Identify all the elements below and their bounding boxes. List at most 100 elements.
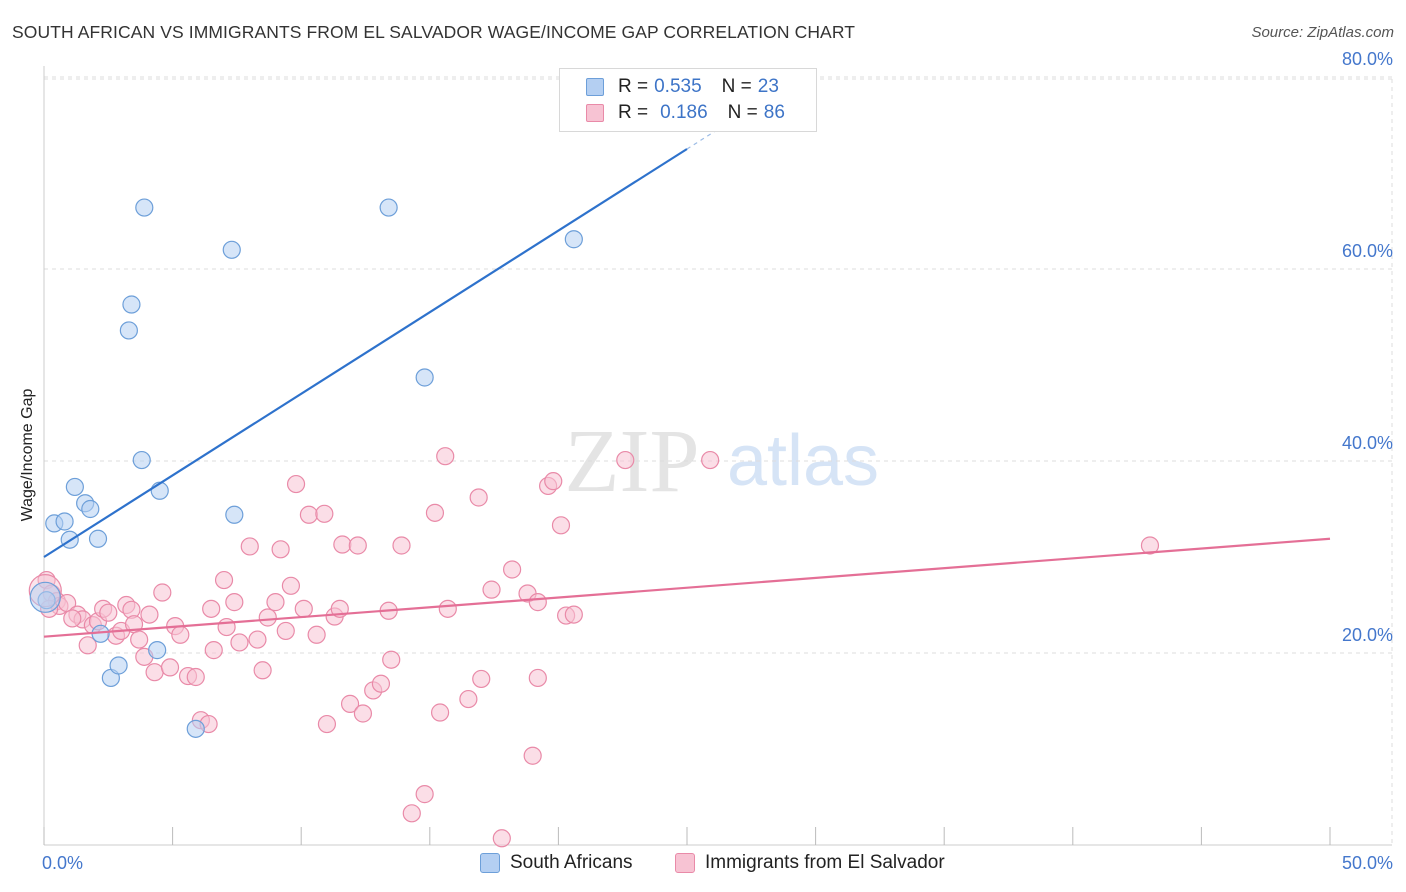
- south-african-point: [564, 230, 583, 249]
- el-salvador-point: [248, 630, 267, 649]
- el-salvador-point: [402, 804, 421, 823]
- south-african-point: [415, 368, 434, 387]
- el-salvador-point: [371, 674, 391, 693]
- south-african-point: [55, 512, 74, 531]
- legend-n-value: 23: [757, 76, 779, 97]
- el-salvador-point: [353, 704, 373, 723]
- legend-swatch-pink: [586, 104, 604, 122]
- el-salvador-point: [145, 663, 164, 682]
- el-salvador-trend-line: [43, 537, 1331, 638]
- series-legend: South Africans Immigrants from El Salvad…: [0, 852, 1406, 876]
- series-legend-el-salvador[interactable]: Immigrants from El Salvador: [675, 852, 945, 874]
- axes: [43, 66, 1392, 846]
- source-credit: Source: ZipAtlas.com: [1251, 24, 1394, 41]
- el-salvador-point: [130, 630, 149, 649]
- el-salvador-point: [564, 605, 583, 624]
- legend-r-label: R =: [618, 76, 649, 97]
- el-salvador-point: [217, 617, 236, 637]
- el-salvador-point: [472, 669, 491, 689]
- el-salvador-point: [266, 593, 285, 612]
- el-salvador-point: [307, 625, 326, 644]
- el-salvador-point: [415, 785, 434, 804]
- el-salvador-point: [225, 593, 244, 612]
- south-african-point: [65, 477, 84, 497]
- el-salvador-point: [333, 535, 352, 554]
- south-african-point: [222, 240, 241, 259]
- el-salvador-point: [99, 603, 118, 622]
- south-african-point: [225, 505, 244, 524]
- trend-lines: [43, 107, 1331, 638]
- el-salvador-point: [214, 570, 234, 590]
- el-salvador-point: [503, 560, 522, 579]
- legend-r-label: R =: [618, 102, 649, 123]
- el-salvador-point: [430, 703, 450, 722]
- el-salvador-point: [348, 536, 367, 555]
- el-salvador-point: [78, 636, 97, 655]
- el-salvador-point: [616, 450, 635, 470]
- south-african-point: [132, 450, 151, 470]
- el-salvador-point: [294, 599, 313, 618]
- south-african-point: [135, 198, 154, 217]
- chart-title: SOUTH AFRICAN VS IMMIGRANTS FROM EL SALV…: [12, 22, 856, 42]
- south-african-point: [148, 641, 167, 660]
- el-salvador-point: [63, 609, 82, 628]
- el-salvador-point: [528, 593, 547, 612]
- el-salvador-point: [230, 633, 249, 652]
- el-salvador-point: [551, 516, 571, 535]
- el-salvador-point: [469, 488, 488, 507]
- el-salvador-point: [204, 641, 223, 660]
- el-salvador-point: [492, 829, 511, 848]
- south-african-point: [109, 656, 128, 675]
- y-tick-label: 40.0%: [1342, 433, 1393, 453]
- el-salvador-point: [271, 540, 290, 559]
- south-african-points: [29, 198, 583, 738]
- tick-labels: 20.0% 40.0% 60.0% 80.0% 0.0% 50.0%: [42, 49, 1393, 873]
- legend-swatch-blue: [586, 78, 604, 96]
- el-salvador-point: [276, 621, 295, 641]
- el-salvador-point: [160, 658, 180, 677]
- y-tick-label: 60.0%: [1342, 241, 1393, 261]
- el-salvador-point: [425, 503, 445, 522]
- south-african-point: [81, 499, 100, 519]
- el-salvador-point: [140, 605, 159, 624]
- south-african-point: [88, 529, 108, 548]
- el-salvador-point: [186, 667, 205, 687]
- el-salvador-point: [392, 536, 411, 555]
- el-salvador-point: [286, 474, 306, 494]
- x-tick-label: 0.0%: [42, 853, 83, 873]
- el-salvador-point: [701, 450, 720, 470]
- series-legend-label: South Africans: [510, 852, 633, 873]
- el-salvador-point: [1140, 536, 1160, 555]
- el-salvador-point: [438, 599, 457, 618]
- el-salvador-point: [482, 580, 501, 599]
- el-salvador-point: [382, 650, 401, 669]
- el-salvador-point: [281, 576, 301, 595]
- el-salvador-point: [153, 583, 172, 602]
- el-salvador-point: [240, 537, 259, 556]
- south-african-point: [119, 321, 138, 340]
- el-salvador-point: [258, 608, 277, 627]
- series-swatch-pink: [675, 853, 695, 873]
- series-legend-label: Immigrants from El Salvador: [705, 852, 945, 873]
- series-legend-south-africans[interactable]: South Africans: [480, 852, 633, 874]
- el-salvador-point: [523, 746, 542, 765]
- el-salvador-point: [544, 472, 563, 491]
- x-tick-label: 50.0%: [1342, 853, 1393, 873]
- y-tick-label: 20.0%: [1342, 625, 1393, 645]
- el-salvador-point: [253, 661, 272, 680]
- el-salvador-point: [436, 447, 455, 466]
- legend-row-south-africans: R = 0.535 N = 23: [586, 75, 779, 99]
- el-salvador-point: [171, 625, 190, 644]
- legend-n-label: N =: [721, 76, 752, 97]
- el-salvador-point: [340, 694, 360, 713]
- correlation-legend: R = 0.535 N = 23 R = 0.186 N = 86: [559, 68, 817, 132]
- south-african-point-large: [29, 581, 61, 613]
- el-salvador-point: [315, 504, 334, 523]
- south-african-point: [186, 719, 205, 738]
- el-salvador-point: [317, 714, 337, 734]
- legend-r-value: 0.186: [660, 102, 708, 123]
- el-salvador-point: [459, 689, 478, 709]
- el-salvador-point: [528, 668, 547, 688]
- y-tick-label: 80.0%: [1342, 49, 1393, 69]
